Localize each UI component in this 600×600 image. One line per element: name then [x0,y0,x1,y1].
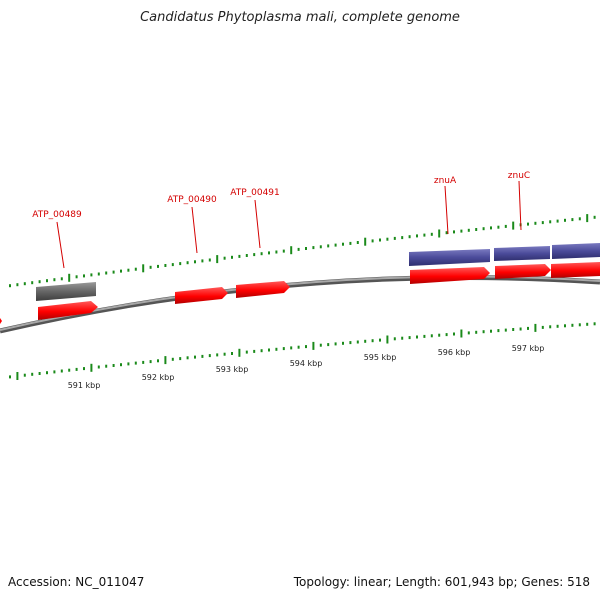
lower-tick-track [9,322,596,380]
cds-arrow-5 [495,264,551,279]
scale-label-595: 595 kbp [364,353,397,362]
gene-label-znuC: znuC [508,171,530,181]
cds-arrow-1 [38,301,98,320]
leader-line [254,199,261,249]
genome-summary: Topology: linear; Length: 601,943 bp; Ge… [293,575,590,589]
scale-label-596: 596 kbp [438,348,471,357]
leader-line [191,206,198,254]
gene-label-znuA: znuA [434,176,457,186]
gene-label-ATP_00489: ATP_00489 [32,210,82,220]
gene-block-gray [36,282,96,301]
gene-block-znuB [552,243,600,259]
upper-tick-track [9,214,596,288]
gene-label-ATP_00490: ATP_00490 [167,195,217,205]
scale-label-591: 591 kbp [68,381,101,390]
scale-label-594: 594 kbp [290,359,323,368]
cds-arrow-4 [410,267,490,284]
cds-arrow-2 [175,287,228,304]
scale-label-592: 592 kbp [142,373,175,382]
leader-line [518,180,522,231]
map-title: Candidatus Phytoplasma mali, complete ge… [140,10,460,25]
gene-block-znuA [409,249,490,266]
gene-block-znuC [494,246,550,261]
cds-arrow-edge [0,318,2,324]
leader-line [56,221,65,269]
accession-text: Accession: NC_011047 [8,575,145,589]
leader-line [444,185,449,235]
scale-label-597: 597 kbp [512,344,545,353]
cds-arrow-3 [236,281,290,298]
cds-arrow-6 [551,262,600,278]
scale-label-593: 593 kbp [216,365,249,374]
gene-label-ATP_00491: ATP_00491 [230,188,280,198]
